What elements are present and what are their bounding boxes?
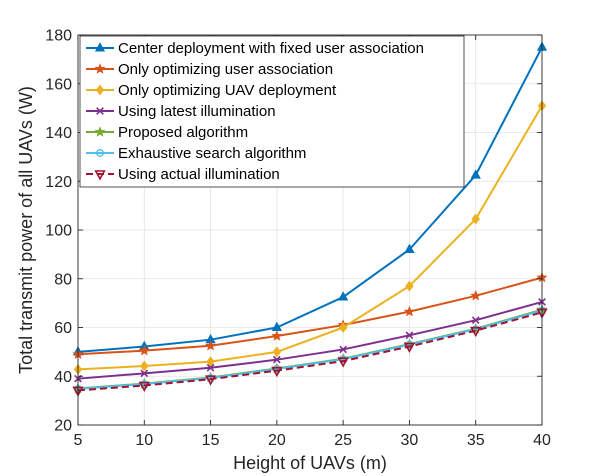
legend-marker [96,149,104,157]
data-point [337,357,349,368]
legend-label: Only optimizing UAV deployment [118,82,337,99]
x-axis-label: Height of UAVs (m) [233,453,387,473]
data-point [471,316,480,325]
data-point [470,169,481,179]
series-layer [72,41,548,397]
legend-item-3: Only optimizing UAV deployment [86,82,337,99]
y-tick-label: 100 [45,223,72,240]
legend-marker [95,84,105,96]
y-tick-label: 40 [54,369,72,386]
marker-stroke [206,363,215,372]
legend-marker [94,126,106,137]
data-point [204,375,217,386]
x-tick-label: 30 [401,432,419,449]
legend: Center deployment with fixed user associ… [79,35,465,188]
y-tick-label: 60 [54,320,72,337]
data-point [471,213,480,225]
data-point [271,366,283,378]
legend-item-6: Exhaustive search algorithm [86,145,306,162]
marker-stroke [405,331,414,340]
series-line [77,300,543,380]
data-point [338,322,348,333]
marker-stroke [140,369,149,378]
x-tick-label: 20 [268,432,286,449]
series-4 [74,298,546,383]
series-line [77,311,543,392]
data-point [403,342,416,353]
y-tick-label: 160 [45,76,72,93]
marker-stroke [471,316,480,325]
data-point [404,243,415,253]
y-tick-label: 120 [45,174,72,191]
y-tick-label: 140 [45,125,72,142]
y-tick-label: 180 [45,28,72,45]
legend-item-2: Only optimizing user association [86,61,333,78]
data-point [205,339,217,351]
legend-label: Exhaustive search algorithm [118,145,306,162]
legend-marker [96,107,104,115]
data-point [206,363,215,372]
legend-label: Proposed algorithm [118,124,248,141]
data-point [405,280,414,292]
data-point [470,326,482,338]
data-point [403,305,415,317]
ticks: 5 10 15 20 25 30 35 40 20 40 60 80 100 120 140 160 180 [45,28,551,450]
series-7 [72,308,548,397]
legend-label: Using latest illumination [118,103,276,120]
legend-label: Using actual illumination [118,166,280,183]
marker-stroke [339,345,348,354]
y-axis-label: Total transmit power of all UAVs (W) [16,86,36,374]
x-tick-label: 25 [334,432,352,449]
legend-label: Center deployment with fixed user associ… [118,40,424,57]
legend-label: Only optimizing user association [118,61,333,78]
data-point [405,331,414,340]
x-tick-label: 10 [135,432,153,449]
legend-box [79,35,465,188]
legend-marker [94,170,106,181]
data-point [272,346,282,358]
x-tick-label: 35 [467,432,485,449]
legend-marker [94,42,106,52]
series-line [77,46,543,353]
data-point [138,344,150,356]
x-tick-label: 15 [202,432,220,449]
data-point [140,360,149,372]
data-point [337,291,349,301]
series-line [77,276,543,356]
legend-item-4: Using latest illumination [86,103,276,120]
data-point [339,345,348,354]
legend-item-5: Proposed algorithm [86,124,248,141]
data-point [272,355,281,364]
marker-stroke [272,355,281,364]
legend-marker [94,63,106,74]
data-point [206,356,215,368]
data-point [138,381,150,392]
data-point [140,369,149,378]
data-point [470,290,482,301]
y-tick-label: 20 [54,418,72,435]
y-tick-label: 80 [54,271,72,288]
series-line [77,309,543,390]
legend-item-7: Using actual illumination [86,166,280,183]
legend-item-1: Center deployment with fixed user associ… [86,40,424,57]
marker-stroke [96,107,104,115]
x-tick-label: 40 [533,432,551,449]
series-line [77,105,543,371]
data-point [271,330,283,341]
x-tick-label: 5 [74,432,83,449]
